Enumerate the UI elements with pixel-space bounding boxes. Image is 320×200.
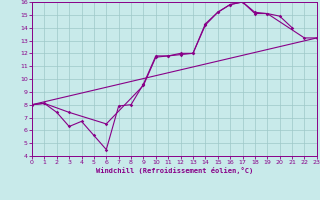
- X-axis label: Windchill (Refroidissement éolien,°C): Windchill (Refroidissement éolien,°C): [96, 167, 253, 174]
